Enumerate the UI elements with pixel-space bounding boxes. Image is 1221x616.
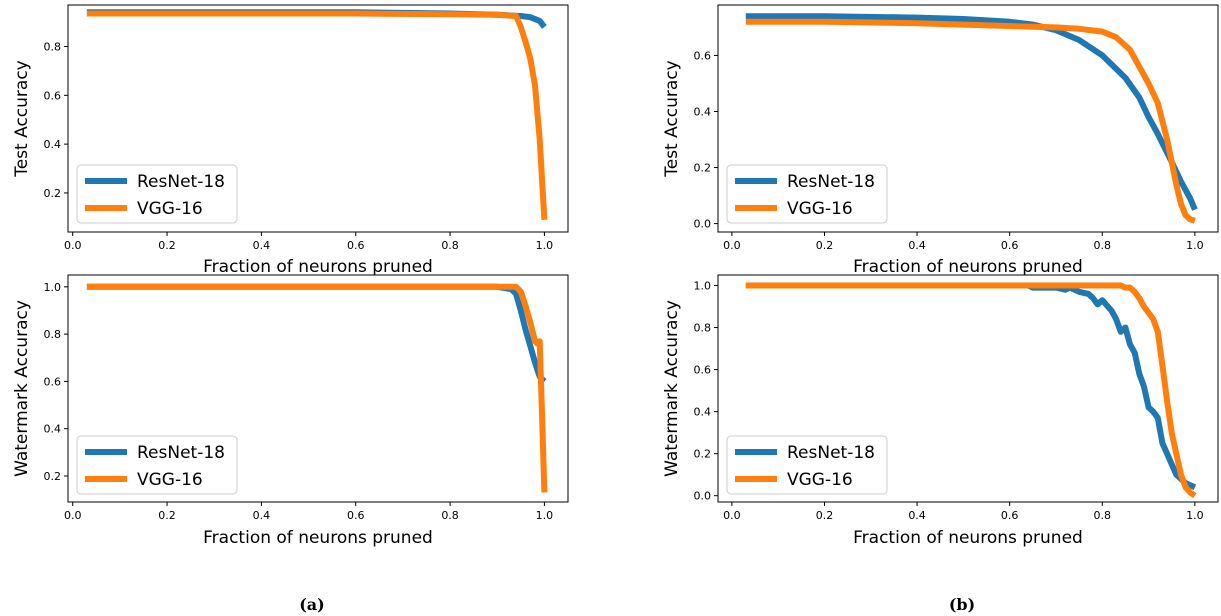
x-tick-label: 0.8 — [441, 509, 459, 522]
x-tick-label: 0.2 — [816, 509, 834, 522]
y-tick-label: 0.6 — [694, 49, 712, 62]
series-line-resnet-18 — [86, 283, 547, 384]
y-tick-label: 0.8 — [44, 328, 62, 341]
axes-frame — [67, 4, 569, 233]
caption-a: (a) — [299, 595, 325, 614]
x-tick-label: 0.4 — [253, 239, 271, 252]
chart-panel-0: 0.0 0.2 0.4 0.6 0.8 1.0 0.2 0.4 0.6 0.8 Fraction o… — [12, 4, 569, 277]
x-tick-label: 1.0 — [1186, 509, 1204, 522]
y-axis-label: Watermark Accuracy — [662, 300, 682, 477]
y-tick-label: 0.6 — [694, 364, 712, 377]
axes-frame — [67, 274, 569, 503]
y-tick-label: 0.2 — [694, 162, 712, 175]
y-tick-label: 0.2 — [44, 470, 62, 483]
x-tick-label: 0.8 — [1094, 509, 1112, 522]
x-tick-label: 0.2 — [816, 239, 834, 252]
caption-b: (b) — [949, 595, 975, 614]
legend-label: ResNet-18 — [787, 172, 875, 192]
series-line-vgg-16 — [86, 283, 548, 493]
x-tick-label: 0.4 — [253, 509, 271, 522]
y-tick-label: 0.0 — [694, 218, 712, 231]
y-tick-label: 0.4 — [694, 406, 712, 419]
y-tick-label: 1.0 — [694, 280, 712, 293]
y-tick-label: 0.4 — [44, 423, 62, 436]
y-tick-label: 0.0 — [694, 490, 712, 503]
y-tick-label: 0.6 — [44, 89, 62, 102]
x-tick-label: 0.0 — [723, 239, 741, 252]
x-tick-label: 1.0 — [536, 239, 554, 252]
series-line-vgg-16 — [745, 18, 1196, 224]
x-tick-label: 0.0 — [723, 509, 741, 522]
x-tick-label: 1.0 — [1186, 239, 1204, 252]
x-tick-label: 0.0 — [64, 239, 82, 252]
x-tick-label: 0.6 — [1001, 239, 1019, 252]
x-tick-label: 0.0 — [64, 509, 82, 522]
x-axis-label: Fraction of neurons pruned — [203, 528, 433, 548]
y-axis-label: Test Accuracy — [662, 60, 682, 178]
axes-frame — [717, 274, 1219, 503]
x-tick-label: 0.8 — [441, 239, 459, 252]
x-tick-label: 1.0 — [536, 509, 554, 522]
x-tick-label: 0.6 — [347, 509, 365, 522]
chart-panel-1: 0.0 0.2 0.4 0.6 0.8 1.0 0.0 0.2 0.4 0.6 Fraction o… — [662, 4, 1219, 277]
x-tick-label: 0.6 — [1001, 509, 1019, 522]
y-tick-label: 0.8 — [44, 40, 62, 53]
x-tick-label: 0.6 — [347, 239, 365, 252]
x-tick-label: 0.4 — [908, 509, 926, 522]
legend-label: VGG-16 — [787, 470, 853, 490]
x-axis-label: Fraction of neurons pruned — [203, 257, 433, 277]
y-tick-label: 0.6 — [44, 375, 62, 388]
legend-label: ResNet-18 — [787, 443, 875, 463]
x-axis-label: Fraction of neurons pruned — [853, 528, 1083, 548]
axes-frame — [717, 4, 1219, 233]
y-tick-label: 0.4 — [44, 138, 62, 151]
x-axis-label: Fraction of neurons pruned — [853, 257, 1083, 277]
y-tick-label: 1.0 — [44, 281, 62, 294]
legend-label: VGG-16 — [137, 199, 203, 219]
x-tick-label: 0.8 — [1094, 239, 1112, 252]
series-line-vgg-16 — [86, 10, 548, 220]
legend-label: VGG-16 — [137, 470, 203, 490]
legend-label: VGG-16 — [787, 199, 853, 219]
legend-label: ResNet-18 — [137, 443, 225, 463]
y-tick-label: 0.2 — [44, 187, 62, 200]
x-tick-label: 0.2 — [158, 509, 176, 522]
chart-panel-2: 0.0 0.2 0.4 0.6 0.8 1.0 0.2 0.4 0.6 0.8 1.0 Fractio… — [12, 274, 569, 548]
y-axis-label: Watermark Accuracy — [12, 300, 32, 477]
chart-panel-3: 0.0 0.2 0.4 0.6 0.8 1.0 0.0 0.2 0.4 0.6 0.8 1.0 Frac… — [662, 274, 1219, 548]
x-tick-label: 0.4 — [908, 239, 926, 252]
legend-label: ResNet-18 — [137, 172, 225, 192]
x-tick-label: 0.2 — [158, 239, 176, 252]
y-tick-label: 0.2 — [694, 448, 712, 461]
y-tick-label: 0.8 — [694, 322, 712, 335]
y-axis-label: Test Accuracy — [12, 60, 32, 178]
series-line-vgg-16 — [745, 282, 1197, 499]
y-tick-label: 0.4 — [694, 105, 712, 118]
